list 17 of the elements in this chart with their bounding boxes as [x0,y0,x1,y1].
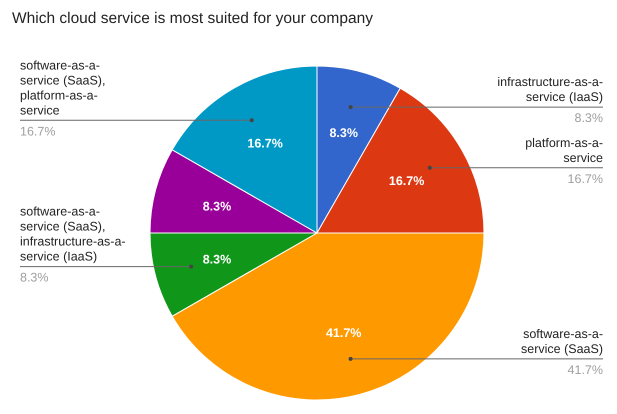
data-label: 16.7% [388,174,424,188]
text: 16.7% [568,172,603,186]
data-label: 16.7% [247,136,283,150]
data-label: 8.3% [202,252,232,267]
chart-title: Which cloud service is most suited for your company [12,10,373,28]
data-label: 41.7% [326,326,362,340]
slice-label: infrastructure-as-a-service (IaaS) [497,75,603,104]
text: 41.7% [568,362,603,377]
text: 8.3% [574,111,603,126]
slice-label: software-as-a-service (SaaS), infrastructure-as-a-service (IaaS) [20,204,126,264]
slice-label: software-as-a-service (SaaS) [521,326,603,356]
slice-label: software-as-a-service (SaaS), platform-as-a-service [20,58,106,118]
text: 8.3% [20,270,48,285]
data-label: 8.3% [202,199,232,214]
text: 16.7% [20,124,56,138]
data-label: 8.3% [329,126,358,140]
slice-label: platform-as-a-service [525,136,604,165]
